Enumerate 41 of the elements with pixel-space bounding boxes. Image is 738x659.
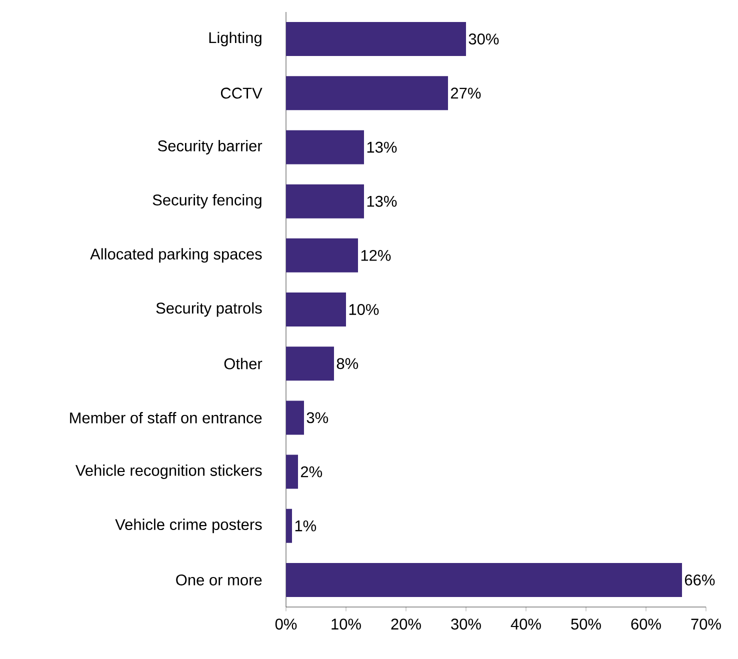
y-tick-label: Vehicle recognition stickers [75, 464, 262, 480]
data-label: 10% [349, 304, 379, 315]
data-label: 12% [361, 250, 391, 261]
x-tick-label: 70% [691, 618, 721, 630]
x-tick-label: 20% [391, 618, 421, 630]
data-label: 27% [450, 88, 481, 99]
x-tick-label: 30% [451, 618, 481, 630]
data-label: 13% [367, 142, 397, 153]
y-tick-label: Member of staff on entrance [70, 412, 262, 424]
data-label: 13% [367, 196, 397, 207]
y-tick-label: Security barrier [158, 140, 262, 154]
data-label: 1% [295, 520, 316, 532]
data-label: 2% [300, 466, 322, 478]
y-tick-label: Allocated parking spaces [90, 248, 262, 263]
x-tick-label: 0% [275, 618, 297, 630]
x-tick-label: 40% [510, 618, 541, 630]
bar [286, 130, 364, 164]
data-label: 3% [306, 412, 328, 424]
y-tick-label: Vehicle crime posters [115, 518, 262, 534]
y-tick-label: Security fencing [152, 194, 262, 209]
data-label: 66% [684, 574, 715, 586]
data-label: 30% [468, 34, 499, 45]
bar [286, 184, 364, 218]
bar [286, 508, 292, 543]
bar [286, 400, 304, 435]
y-tick-label: Other [224, 358, 262, 370]
bar [286, 292, 346, 327]
data-label: 8% [336, 358, 358, 370]
y-tick-label: One or more [176, 574, 262, 586]
x-tick-label: 60% [631, 618, 661, 630]
bar [286, 238, 358, 272]
bar [286, 346, 334, 381]
bar [286, 562, 682, 597]
bar [286, 22, 466, 56]
y-tick-label: Security patrols [156, 302, 262, 317]
y-tick-label: CCTV [220, 88, 262, 99]
bar [286, 454, 298, 489]
bar [286, 76, 448, 110]
x-tick-label: 50% [571, 618, 601, 630]
x-tick-label: 10% [332, 618, 361, 630]
y-tick-label: Lighting [209, 32, 262, 46]
